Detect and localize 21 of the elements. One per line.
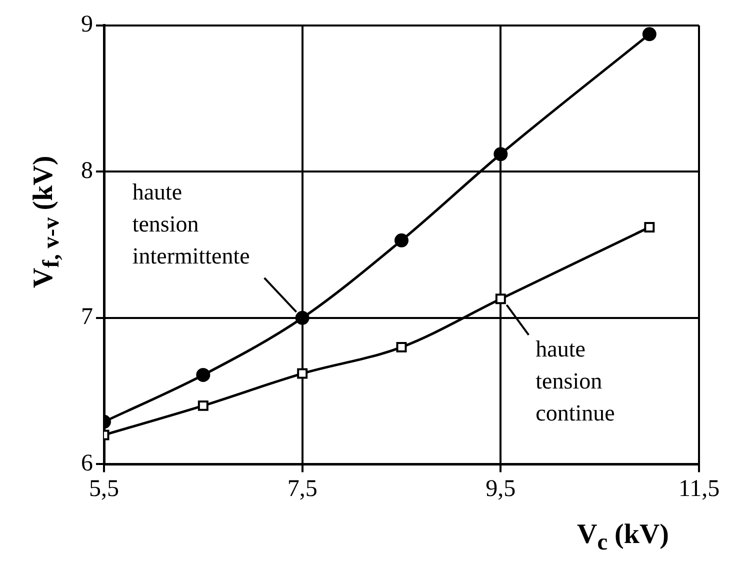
point — [198, 400, 208, 411]
y-tick-label: 9 — [81, 12, 93, 38]
point — [644, 222, 655, 232]
y-tick-label: 7 — [81, 304, 93, 330]
point — [396, 342, 407, 352]
y-tick-label: 6 — [81, 450, 93, 476]
x-tick-label: 11,5 — [678, 476, 720, 502]
x-axis-title: V$_{c}$ (kV) — [576, 519, 669, 557]
point — [196, 368, 210, 382]
point — [642, 27, 656, 42]
y-tick-label: 8 — [81, 158, 93, 184]
point — [495, 294, 506, 304]
point — [394, 233, 408, 248]
point — [295, 310, 310, 325]
x-tick-label: 7,5 — [287, 476, 318, 502]
annotation: haute tension continue — [536, 336, 615, 426]
point — [494, 147, 508, 162]
x-tick-label: 9,5 — [486, 476, 516, 502]
annotation: haute tension intermittente — [132, 179, 250, 268]
point — [297, 368, 308, 379]
x-tick-label: 5,5 — [89, 476, 119, 502]
